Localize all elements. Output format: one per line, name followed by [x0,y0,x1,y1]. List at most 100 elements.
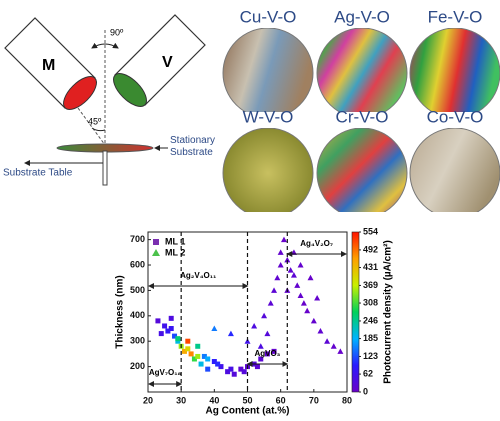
photo-label: Cu-V-O [240,7,297,26]
colorbar-tick-label: 308 [363,297,378,307]
point [205,366,211,372]
wafer-photo [316,128,408,212]
point [277,249,284,255]
point [228,366,234,372]
point [307,274,314,281]
legend-marker [152,249,160,256]
wafer-photo [316,28,408,112]
point [231,371,237,377]
source-label: M [42,57,55,74]
point [195,353,201,359]
point [205,356,211,362]
point [155,318,161,324]
point [324,338,331,344]
point [310,317,317,324]
point [172,333,178,339]
axis-line [77,107,106,146]
chart: 20 30 40 50 60 70 80 200 300 400 500 600 700 Ag Conte… [115,226,394,416]
source-label: V [162,54,173,71]
point [261,312,268,319]
colorbar-label: Photocurrent density (µA/cm²) [383,240,394,384]
photo-label: W-V-O [243,107,294,126]
annotation: Ag₂V₄O₁₁ [180,271,217,280]
point [271,287,278,293]
point [185,346,191,352]
colorbar-tick-label: 185 [363,333,378,343]
colorbar-tick-label: 62 [363,368,373,378]
point [165,328,171,334]
point [284,256,291,263]
point [267,300,274,306]
point [257,343,264,349]
annotation: AgV₇O₁₈ [149,368,182,377]
colorbar [351,231,360,393]
point [175,338,181,344]
point [168,326,174,332]
point [330,343,337,349]
point [188,351,194,357]
photo-grid: Cu-V-O Ag-V-O Fe-V-O W-V-O Cr-V-O Co-V-O [222,7,500,212]
point [314,295,321,301]
point [297,262,304,268]
legend-label: ML 1 [165,236,185,246]
deposition-diagram: M V 90º 45º Substrate Table Stationary Su… [3,14,215,186]
point [201,353,207,359]
point [280,236,287,243]
point [297,292,304,298]
point [241,369,247,375]
x-tick-label: 40 [209,395,219,405]
point [218,364,224,370]
point [162,323,168,329]
colorbar-tick-label: 369 [363,280,378,290]
point [290,272,297,278]
point [300,300,307,306]
y-axis-label: Thickness (nm) [115,275,126,348]
x-tick-label: 80 [342,395,352,405]
point [211,359,217,365]
colorbar-tick-label: 492 [363,244,378,254]
point [294,282,301,288]
angle-arc [91,42,119,49]
point [251,322,258,329]
photo-label: Cr-V-O [336,107,389,126]
substrate-post [102,150,108,186]
annotation: AgVO₃ [254,349,280,358]
point [264,330,271,337]
point [158,331,164,337]
wafer-photo [409,128,500,212]
point [225,369,231,375]
wafer-photo [222,28,314,112]
point [304,307,311,314]
y-tick-label: 200 [130,361,145,371]
annotation: Ag₄V₂O₇ [300,239,333,248]
point [258,356,264,362]
point [317,328,324,334]
diagram-label: Substrate Table [3,168,73,179]
angle-arc [91,127,106,132]
y-tick-label: 700 [130,234,145,244]
photo-label: Ag-V-O [334,7,390,26]
x-axis-label: Ag Content (at.%) [206,406,290,417]
photo-label: Fe-V-O [428,7,483,26]
angle-label: 90º [110,27,124,37]
y-tick-label: 600 [130,259,145,269]
point [254,364,260,370]
x-tick-label: 30 [176,395,186,405]
colorbar-tick-label: 246 [363,315,378,325]
colorbar-tick-label: 0 [363,386,368,396]
colorbar-tick-label: 554 [363,226,378,236]
point [211,325,218,332]
photo-label: Co-V-O [427,107,484,126]
x-tick-label: 50 [242,395,252,405]
x-tick-label: 60 [276,395,286,405]
y-tick-label: 400 [130,310,145,320]
colorbar-tick-label: 123 [363,351,378,361]
wafer-photo [222,128,314,212]
point [271,348,277,354]
y-tick-label: 300 [130,336,145,346]
point [287,267,294,273]
point [191,356,197,362]
point [274,274,281,281]
point [227,330,234,337]
